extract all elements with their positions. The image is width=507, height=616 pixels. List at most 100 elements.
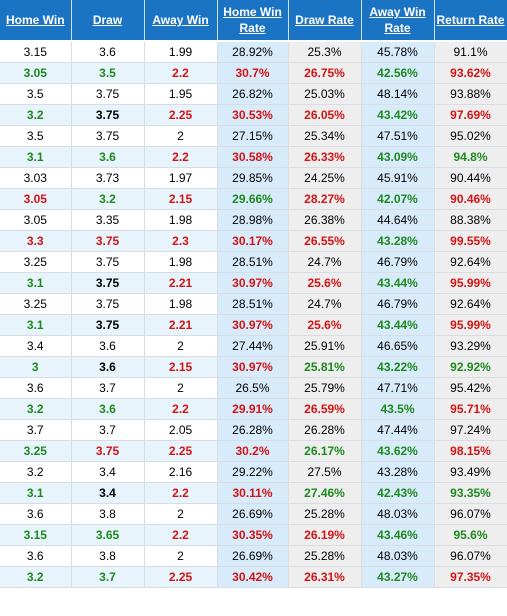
- header-away-win-rate[interactable]: Away Win Rate: [361, 0, 435, 42]
- cell-draw-rate: 26.05%: [288, 104, 362, 126]
- header-away-win-rate-label[interactable]: Away Win Rate: [369, 5, 426, 35]
- cell-draw-rate: 25.03%: [288, 83, 362, 105]
- table-body: 3.15 3.6 1.99 28.92% 25.3% 45.78% 91.1% 3.05 3.5…: [0, 41, 507, 588]
- cell-away-win-odds: 1.97: [144, 167, 218, 189]
- cell-draw-rate: 26.59%: [288, 398, 362, 420]
- cell-draw-rate: 26.28%: [288, 419, 362, 441]
- cell-home-win-odds: 3.15: [0, 41, 72, 63]
- cell-away-win-odds: 2.25: [144, 566, 218, 588]
- cell-home-win-rate: 29.91%: [217, 398, 289, 420]
- cell-home-win-rate: 26.69%: [217, 545, 289, 567]
- cell-away-win-odds: 1.98: [144, 293, 218, 315]
- cell-draw-rate: 25.34%: [288, 125, 362, 147]
- cell-draw-odds: 3.75: [71, 293, 145, 315]
- cell-away-win-odds: 2.15: [144, 188, 218, 210]
- cell-draw-odds: 3.6: [71, 41, 145, 63]
- cell-home-win-rate: 30.35%: [217, 524, 289, 546]
- cell-return-rate: 92.64%: [434, 293, 507, 315]
- table-row: 3.1 3.75 2.21 30.97% 25.6% 43.44% 95.99%: [0, 314, 507, 336]
- cell-away-win-rate: 46.79%: [361, 293, 435, 315]
- cell-away-win-rate: 47.71%: [361, 377, 435, 399]
- cell-draw-rate: 25.91%: [288, 335, 362, 357]
- header-home-win[interactable]: Home Win: [0, 0, 72, 42]
- cell-home-win-odds: 3.25: [0, 293, 72, 315]
- header-home-win-rate[interactable]: Home Win Rate: [217, 0, 289, 42]
- cell-away-win-odds: 2.21: [144, 272, 218, 294]
- cell-draw-odds: 3.75: [71, 440, 145, 462]
- cell-home-win-odds: 3.1: [0, 272, 72, 294]
- cell-home-win-odds: 3.6: [0, 503, 72, 525]
- cell-home-win-rate: 26.69%: [217, 503, 289, 525]
- cell-away-win-rate: 46.79%: [361, 251, 435, 273]
- cell-away-win-rate: 43.22%: [361, 356, 435, 378]
- table-row: 3.25 3.75 2.25 30.2% 26.17% 43.62% 98.15%: [0, 440, 507, 462]
- cell-draw-rate: 26.31%: [288, 566, 362, 588]
- cell-home-win-rate: 30.58%: [217, 146, 289, 168]
- cell-home-win-rate: 26.5%: [217, 377, 289, 399]
- table-row: 3.1 3.6 2.2 30.58% 26.33% 43.09% 94.8%: [0, 146, 507, 168]
- cell-away-win-odds: 2.21: [144, 314, 218, 336]
- cell-away-win-rate: 45.78%: [361, 41, 435, 63]
- cell-return-rate: 97.69%: [434, 104, 507, 126]
- cell-return-rate: 96.07%: [434, 545, 507, 567]
- cell-home-win-odds: 3.2: [0, 566, 72, 588]
- table-row: 3.2 3.6 2.2 29.91% 26.59% 43.5% 95.71%: [0, 398, 507, 420]
- cell-home-win-odds: 3.1: [0, 146, 72, 168]
- table-row: 3.05 3.35 1.98 28.98% 26.38% 44.64% 88.38%: [0, 209, 507, 231]
- cell-home-win-odds: 3.2: [0, 398, 72, 420]
- cell-return-rate: 99.55%: [434, 230, 507, 252]
- cell-draw-rate: 25.3%: [288, 41, 362, 63]
- cell-draw-odds: 3.75: [71, 104, 145, 126]
- header-draw-label[interactable]: Draw: [92, 13, 123, 27]
- cell-draw-rate: 25.6%: [288, 272, 362, 294]
- cell-draw-rate: 25.28%: [288, 545, 362, 567]
- header-draw-rate-label[interactable]: Draw Rate: [295, 13, 354, 27]
- cell-away-win-rate: 44.64%: [361, 209, 435, 231]
- cell-home-win-rate: 28.98%: [217, 209, 289, 231]
- header-away-win[interactable]: Away Win: [144, 0, 218, 42]
- header-return-rate-label[interactable]: Return Rate: [436, 13, 505, 27]
- cell-draw-rate: 25.28%: [288, 503, 362, 525]
- cell-home-win-odds: 3.5: [0, 125, 72, 147]
- cell-away-win-odds: 2: [144, 377, 218, 399]
- cell-home-win-odds: 3.3: [0, 230, 72, 252]
- cell-home-win-rate: 27.44%: [217, 335, 289, 357]
- cell-away-win-odds: 2.16: [144, 461, 218, 483]
- header-home-win-rate-label[interactable]: Home Win Rate: [223, 5, 282, 35]
- cell-draw-rate: 25.81%: [288, 356, 362, 378]
- cell-away-win-rate: 45.91%: [361, 167, 435, 189]
- cell-home-win-odds: 3.4: [0, 335, 72, 357]
- cell-draw-rate: 28.27%: [288, 188, 362, 210]
- cell-home-win-odds: 3: [0, 356, 72, 378]
- cell-home-win-rate: 29.85%: [217, 167, 289, 189]
- cell-away-win-rate: 48.14%: [361, 83, 435, 105]
- cell-draw-odds: 3.75: [71, 251, 145, 273]
- header-away-win-label[interactable]: Away Win: [152, 13, 209, 27]
- cell-draw-rate: 25.6%: [288, 314, 362, 336]
- cell-return-rate: 93.29%: [434, 335, 507, 357]
- table-row: 3.6 3.8 2 26.69% 25.28% 48.03% 96.07%: [0, 503, 507, 525]
- cell-away-win-odds: 2: [144, 545, 218, 567]
- cell-draw-odds: 3.35: [71, 209, 145, 231]
- cell-draw-rate: 24.7%: [288, 293, 362, 315]
- cell-away-win-odds: 2.15: [144, 356, 218, 378]
- cell-home-win-odds: 3.05: [0, 188, 72, 210]
- cell-away-win-rate: 48.03%: [361, 545, 435, 567]
- table-row: 3.1 3.75 2.21 30.97% 25.6% 43.44% 95.99%: [0, 272, 507, 294]
- cell-home-win-rate: 28.51%: [217, 251, 289, 273]
- cell-return-rate: 95.6%: [434, 524, 507, 546]
- cell-draw-odds: 3.8: [71, 503, 145, 525]
- cell-draw-odds: 3.5: [71, 62, 145, 84]
- cell-home-win-odds: 3.1: [0, 482, 72, 504]
- cell-away-win-rate: 43.42%: [361, 104, 435, 126]
- cell-away-win-odds: 2.3: [144, 230, 218, 252]
- header-home-win-label[interactable]: Home Win: [5, 13, 65, 27]
- cell-draw-rate: 25.79%: [288, 377, 362, 399]
- cell-draw-odds: 3.73: [71, 167, 145, 189]
- header-return-rate[interactable]: Return Rate: [434, 0, 507, 42]
- cell-return-rate: 95.99%: [434, 272, 507, 294]
- table-row: 3.25 3.75 1.98 28.51% 24.7% 46.79% 92.64%: [0, 251, 507, 273]
- header-draw-rate[interactable]: Draw Rate: [288, 0, 362, 42]
- cell-away-win-odds: 1.98: [144, 209, 218, 231]
- header-draw[interactable]: Draw: [71, 0, 145, 42]
